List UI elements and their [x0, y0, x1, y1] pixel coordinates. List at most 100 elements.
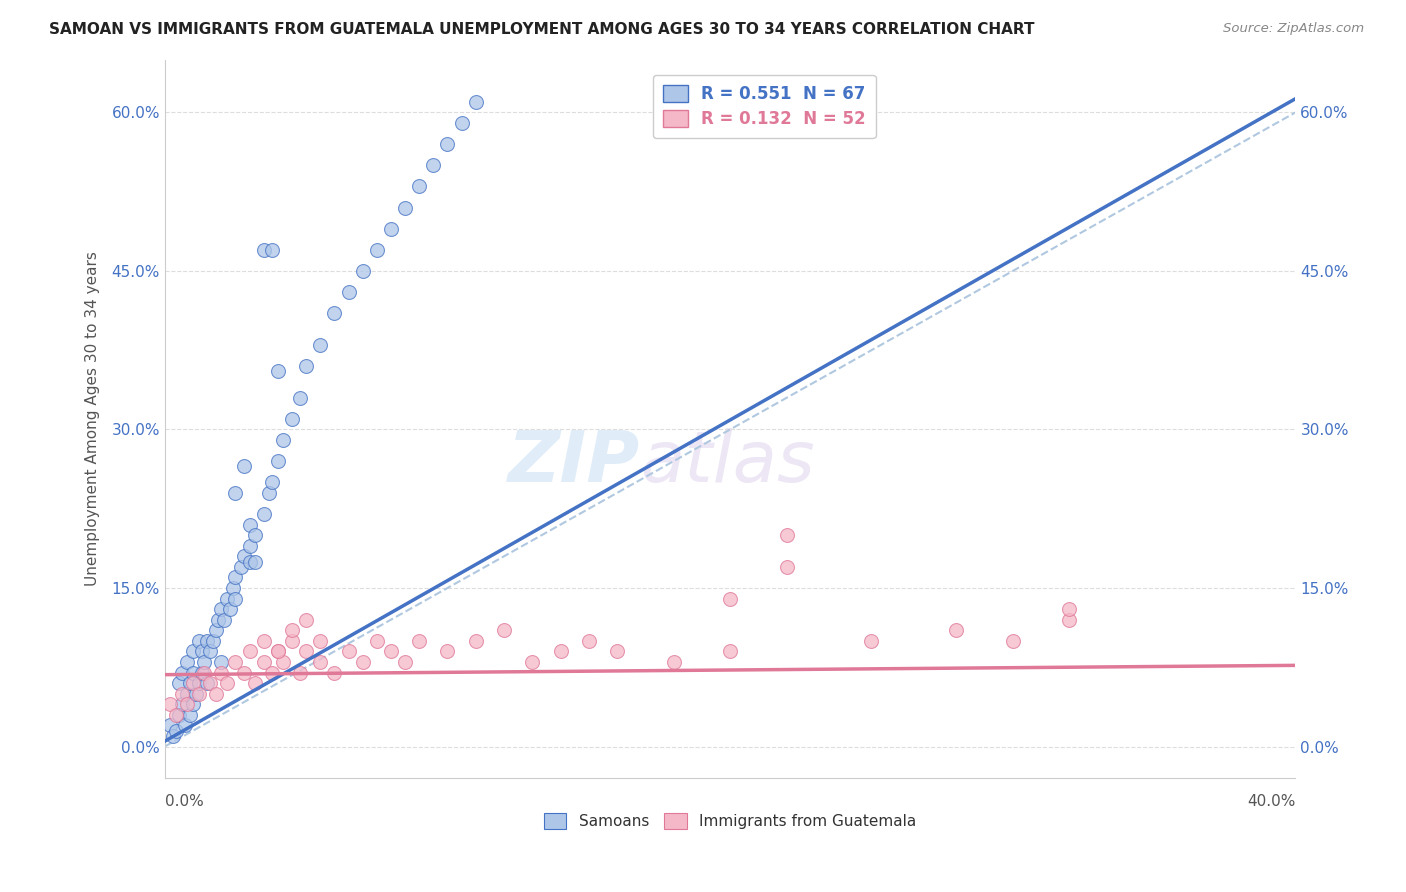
- Point: [198, 644, 221, 658]
- Point: [193, 665, 215, 680]
- Point: [181, 676, 204, 690]
- Point: [464, 633, 486, 648]
- Point: [232, 549, 254, 564]
- Point: [259, 486, 281, 500]
- Point: [262, 243, 284, 257]
- Point: [181, 698, 204, 712]
- Point: [176, 687, 198, 701]
- Point: [262, 665, 284, 680]
- Point: [181, 665, 204, 680]
- Text: Source: ZipAtlas.com: Source: ZipAtlas.com: [1223, 22, 1364, 36]
- Point: [860, 633, 883, 648]
- Point: [224, 570, 246, 584]
- Point: [167, 676, 190, 690]
- Point: [170, 687, 193, 701]
- Point: [159, 698, 181, 712]
- Point: [229, 559, 252, 574]
- Point: [450, 116, 472, 130]
- Point: [245, 676, 267, 690]
- Point: [187, 687, 209, 701]
- Point: [204, 687, 226, 701]
- Point: [290, 665, 312, 680]
- Point: [239, 539, 262, 553]
- Point: [215, 591, 238, 606]
- Point: [239, 517, 262, 532]
- Point: [262, 475, 284, 490]
- Point: [323, 665, 346, 680]
- Point: [162, 729, 184, 743]
- Point: [179, 707, 201, 722]
- Point: [232, 665, 254, 680]
- Point: [245, 528, 267, 542]
- Point: [281, 624, 304, 638]
- Point: [1059, 613, 1081, 627]
- Point: [309, 338, 332, 352]
- Point: [422, 158, 444, 172]
- Point: [173, 718, 195, 732]
- Point: [198, 676, 221, 690]
- Point: [239, 555, 262, 569]
- Point: [290, 391, 312, 405]
- Point: [204, 624, 226, 638]
- Point: [380, 221, 402, 235]
- Point: [224, 486, 246, 500]
- Point: [1001, 633, 1024, 648]
- Point: [718, 644, 741, 658]
- Point: [179, 676, 201, 690]
- Point: [606, 644, 628, 658]
- Point: [352, 655, 374, 669]
- Point: [176, 655, 198, 669]
- Point: [281, 633, 304, 648]
- Point: [167, 707, 190, 722]
- Point: [195, 676, 218, 690]
- Point: [267, 364, 290, 378]
- Point: [945, 624, 967, 638]
- Point: [253, 655, 276, 669]
- Point: [176, 698, 198, 712]
- Point: [207, 613, 229, 627]
- Point: [201, 633, 224, 648]
- Point: [281, 412, 304, 426]
- Point: [380, 644, 402, 658]
- Point: [366, 243, 388, 257]
- Point: [209, 602, 232, 616]
- Point: [195, 633, 218, 648]
- Point: [267, 644, 290, 658]
- Point: [193, 655, 215, 669]
- Point: [309, 633, 332, 648]
- Point: [245, 555, 267, 569]
- Point: [295, 359, 318, 373]
- Point: [323, 306, 346, 320]
- Point: [408, 179, 430, 194]
- Point: [165, 707, 187, 722]
- Point: [221, 581, 243, 595]
- Point: [295, 644, 318, 658]
- Point: [181, 644, 204, 658]
- Point: [224, 591, 246, 606]
- Point: [352, 264, 374, 278]
- Point: [394, 655, 416, 669]
- Point: [436, 644, 458, 658]
- Text: 40.0%: 40.0%: [1247, 794, 1295, 809]
- Point: [718, 591, 741, 606]
- Point: [267, 454, 290, 468]
- Point: [187, 633, 209, 648]
- Point: [187, 676, 209, 690]
- Point: [775, 559, 797, 574]
- Point: [408, 633, 430, 648]
- Point: [273, 655, 295, 669]
- Point: [165, 723, 187, 738]
- Point: [224, 655, 246, 669]
- Point: [215, 676, 238, 690]
- Point: [212, 613, 235, 627]
- Point: [170, 665, 193, 680]
- Y-axis label: Unemployment Among Ages 30 to 34 years: Unemployment Among Ages 30 to 34 years: [86, 252, 100, 586]
- Point: [522, 655, 544, 669]
- Point: [366, 633, 388, 648]
- Point: [394, 201, 416, 215]
- Point: [159, 718, 181, 732]
- Point: [550, 644, 572, 658]
- Text: SAMOAN VS IMMIGRANTS FROM GUATEMALA UNEMPLOYMENT AMONG AGES 30 TO 34 YEARS CORRE: SAMOAN VS IMMIGRANTS FROM GUATEMALA UNEM…: [49, 22, 1035, 37]
- Text: ZIP: ZIP: [508, 427, 640, 497]
- Point: [209, 655, 232, 669]
